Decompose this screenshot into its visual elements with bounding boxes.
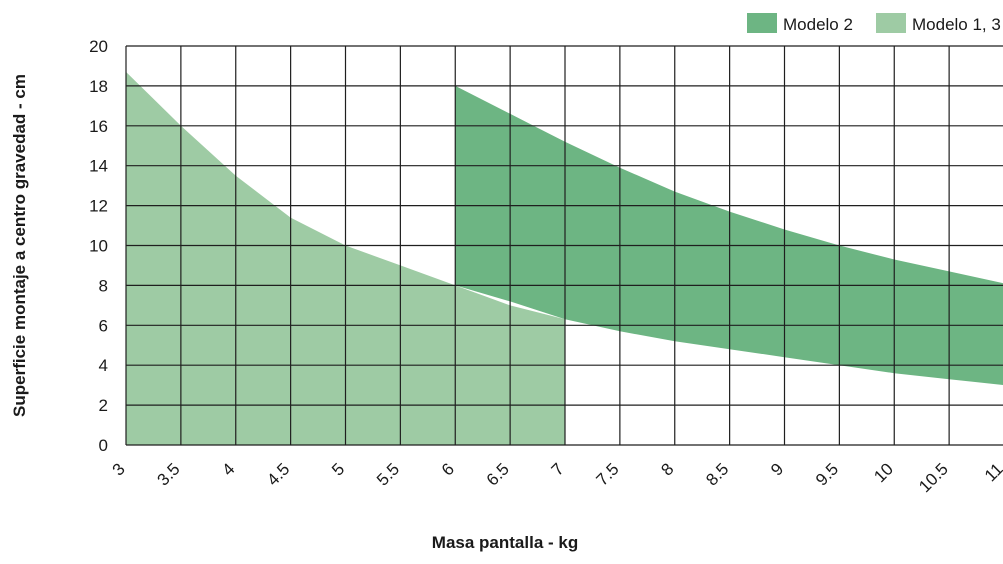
y-axis-title: Superficie montaje a centro gravedad - c… bbox=[10, 74, 29, 417]
y-tick-label: 4 bbox=[99, 356, 108, 375]
x-tick-label: 10.5 bbox=[915, 459, 952, 496]
x-tick-label: 4 bbox=[218, 459, 238, 479]
y-tick-label: 12 bbox=[89, 197, 108, 216]
x-tick-label: 5 bbox=[328, 459, 348, 479]
grid-layer bbox=[125, 45, 1003, 446]
x-tick-label: 6.5 bbox=[483, 459, 513, 489]
x-tick-label: 8.5 bbox=[702, 459, 732, 489]
legend-label: Modelo 1, 3 bbox=[912, 15, 1001, 34]
x-tick-label: 5.5 bbox=[373, 459, 403, 489]
y-tick-label: 18 bbox=[89, 77, 108, 96]
legend-swatch bbox=[747, 13, 777, 33]
x-tick-label: 7 bbox=[548, 459, 568, 479]
y-tick-label: 20 bbox=[89, 37, 108, 56]
x-tick-label: 10 bbox=[870, 459, 897, 486]
x-tick-label: 9.5 bbox=[812, 459, 842, 489]
legend-label: Modelo 2 bbox=[783, 15, 853, 34]
x-tick-label: 8 bbox=[657, 459, 677, 479]
y-tick-label: 0 bbox=[99, 436, 108, 455]
x-tick-label: 7.5 bbox=[593, 459, 623, 489]
legend: Modelo 2 Modelo 1, 3 bbox=[747, 13, 1001, 34]
x-tick-label: 3.5 bbox=[154, 459, 184, 489]
x-tick-label: 9 bbox=[767, 459, 787, 479]
x-tick-label: 3 bbox=[109, 459, 129, 479]
y-tick-label: 2 bbox=[99, 396, 108, 415]
y-tick-label: 10 bbox=[89, 237, 108, 256]
x-tick-label: 11 bbox=[981, 459, 1003, 485]
x-tick-label: 4.5 bbox=[263, 459, 293, 489]
x-axis-title: Masa pantalla - kg bbox=[432, 533, 578, 552]
y-tick-label: 6 bbox=[99, 316, 108, 335]
x-tick-label: 6 bbox=[438, 459, 458, 479]
y-tick-label: 16 bbox=[89, 117, 108, 136]
y-tick-label: 8 bbox=[99, 276, 108, 295]
legend-swatch bbox=[876, 13, 906, 33]
y-tick-label: 14 bbox=[89, 157, 108, 176]
